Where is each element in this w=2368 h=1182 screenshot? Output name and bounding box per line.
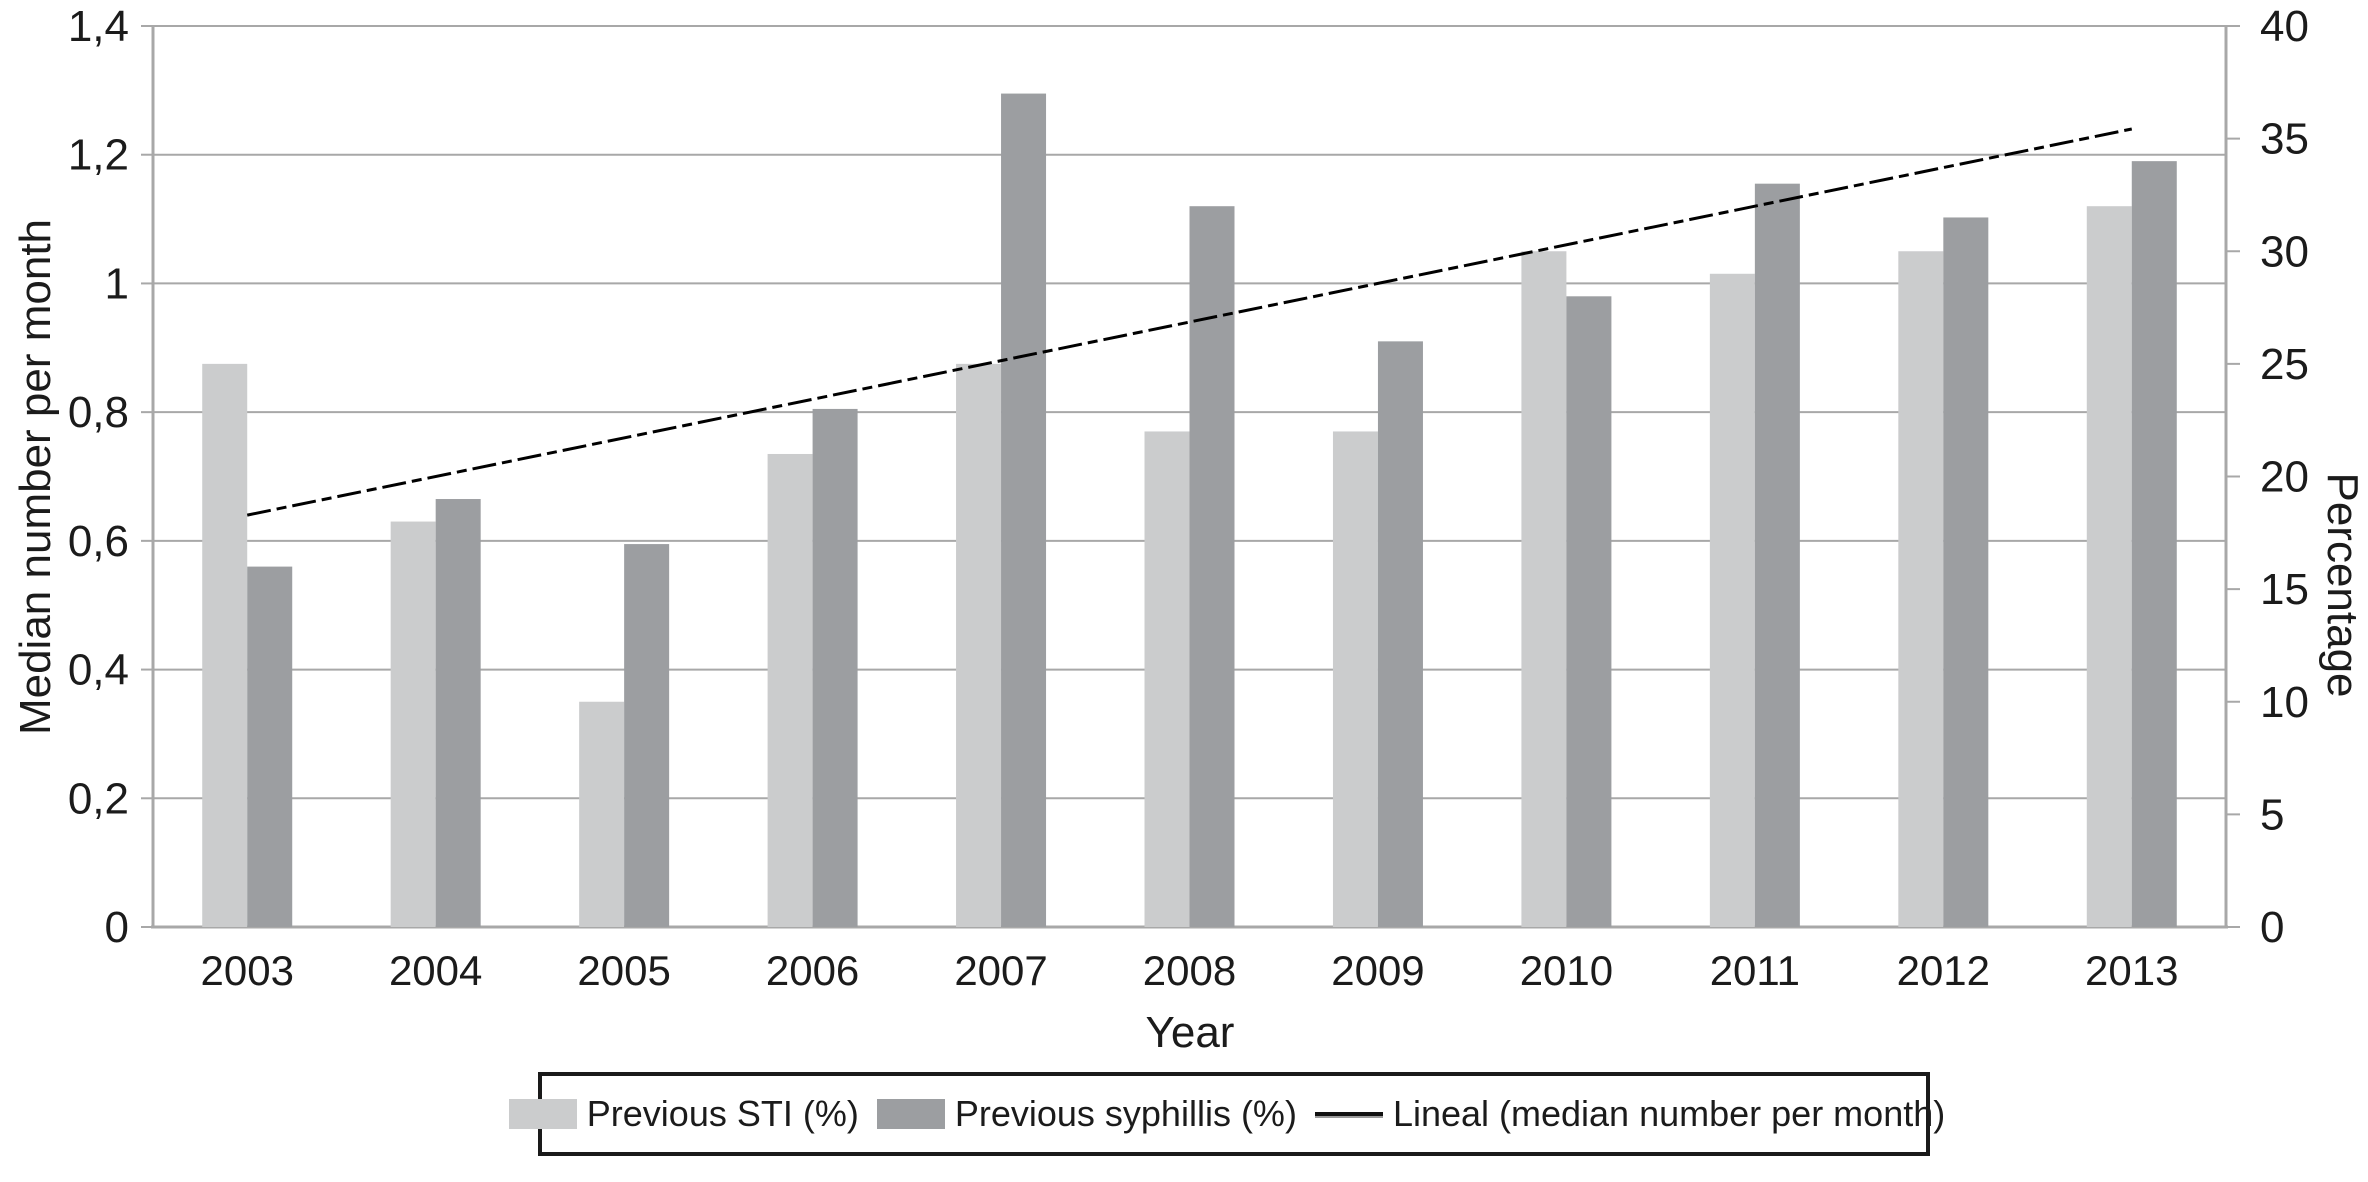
right-axis-tick-label: 15 [2260, 565, 2309, 614]
legend-label-previous-sti: Previous STI (%) [586, 1093, 859, 1134]
left-axis-tick-label: 0,6 [68, 517, 129, 566]
right-axis-title: Percentage [2318, 472, 2367, 698]
bar-previous-syphillis-2011 [1754, 183, 1800, 928]
bar-previous-syphillis-2005 [624, 544, 670, 927]
bar-previous-sti-2009 [1332, 431, 1378, 927]
x-axis-tick-label: 2010 [1520, 947, 1613, 994]
bar-previous-sti-2013 [2086, 206, 2132, 927]
left-axis-tick-label: 1,4 [68, 2, 129, 51]
legend-label-lineal: Lineal (median number per month) [1392, 1093, 1946, 1134]
legend-swatch-previous-syphillis [876, 1099, 945, 1129]
x-axis-tick-label: 2009 [1331, 947, 1424, 994]
x-axis-tick-label: 2011 [1710, 947, 1800, 994]
bar-previous-syphillis-2006 [812, 408, 858, 927]
right-axis-tick-label: 30 [2260, 227, 2309, 276]
legend-swatch-previous-sti [508, 1099, 577, 1129]
bar-previous-sti-2008 [1144, 431, 1190, 927]
x-axis-tick-label: 2008 [1143, 947, 1236, 994]
bar-previous-syphillis-2008 [1189, 206, 1235, 927]
trend-line [246, 127, 2133, 517]
x-axis-tick-label: 2013 [2085, 947, 2178, 994]
left-axis-tick-label: 1 [105, 259, 129, 308]
bar-previous-syphillis-2007 [1001, 93, 1047, 927]
bar-previous-syphillis-2012 [1943, 217, 1989, 927]
x-axis-tick-label: 2005 [577, 947, 670, 994]
right-axis-tick-label: 40 [2260, 2, 2309, 51]
bar-previous-syphillis-2010 [1566, 296, 1612, 927]
legend: Previous STI (%) Previous syphillis (%) … [508, 1072, 1945, 1156]
right-axis-tick-label: 35 [2260, 115, 2309, 164]
bar-previous-syphillis-2004 [435, 499, 481, 927]
bar-previous-sti-2004 [390, 521, 436, 927]
right-axis-tick-label: 10 [2260, 678, 2309, 727]
bar-previous-sti-2006 [767, 453, 813, 927]
right-axis-tick-label: 25 [2260, 340, 2309, 389]
right-axis-tick-label: 0 [2260, 903, 2284, 952]
legend-line-sample-icon [1314, 1112, 1383, 1116]
bar-previous-sti-2003 [202, 363, 248, 927]
bar-previous-sti-2007 [956, 363, 1002, 927]
x-axis-tick-label: 2007 [954, 947, 1047, 994]
x-axis-title: Year [1145, 1008, 1235, 1057]
left-axis-tick-label: 0 [105, 903, 129, 952]
right-axis-tick-label: 5 [2260, 790, 2284, 839]
bar-previous-sti-2005 [579, 701, 625, 927]
bar-previous-sti-2011 [1709, 273, 1755, 927]
bar-previous-syphillis-2013 [2131, 161, 2177, 927]
left-axis-title: Median number per month [11, 218, 60, 736]
left-axis-tick-label: 0,4 [68, 646, 129, 695]
bar-previous-sti-2010 [1521, 251, 1567, 927]
x-axis-tick-label: 2004 [389, 947, 482, 994]
legend-label-previous-syphillis: Previous syphillis (%) [954, 1093, 1297, 1134]
bar-previous-syphillis-2009 [1377, 341, 1423, 928]
left-axis-tick-label: 1,2 [68, 131, 129, 180]
left-axis-tick-label: 0,8 [68, 388, 129, 437]
x-axis-tick-label: 2012 [1897, 947, 1990, 994]
bar-previous-syphillis-2003 [247, 566, 293, 927]
x-axis-tick-label: 2006 [766, 947, 859, 994]
right-axis-tick-label: 20 [2260, 453, 2309, 502]
left-axis-tick-label: 0,2 [68, 774, 129, 823]
bar-previous-sti-2012 [1898, 251, 1944, 927]
x-axis-tick-label: 2003 [201, 947, 294, 994]
